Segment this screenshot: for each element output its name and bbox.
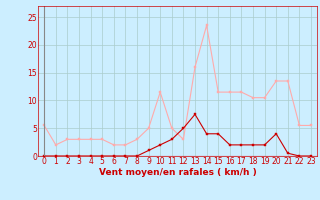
X-axis label: Vent moyen/en rafales ( km/h ): Vent moyen/en rafales ( km/h ) xyxy=(99,168,256,177)
